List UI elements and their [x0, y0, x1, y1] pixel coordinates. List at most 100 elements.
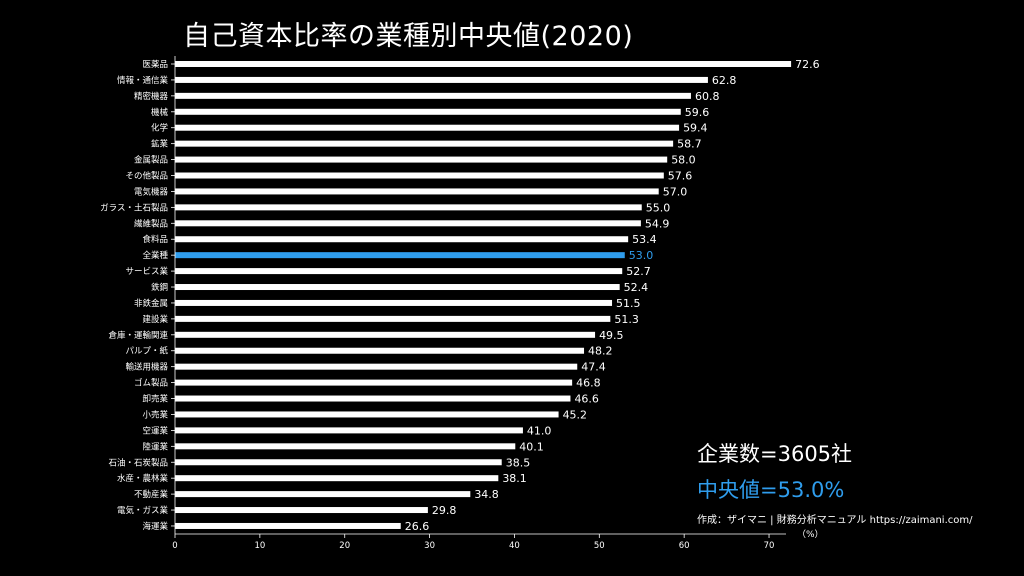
category-label: 空運業 — [142, 425, 168, 436]
category-label: パルプ・紙 — [125, 346, 168, 357]
bar — [175, 315, 611, 322]
category-label: 卸売業 — [142, 394, 168, 405]
bar — [175, 204, 642, 211]
value-label: 62.8 — [712, 74, 737, 87]
bar — [175, 427, 523, 434]
bar — [175, 92, 691, 99]
category-label: 海運業 — [142, 521, 168, 532]
category-label: 鉄鋼 — [151, 282, 168, 293]
category-label: 金属製品 — [134, 155, 168, 166]
category-label: 食料品 — [142, 234, 168, 245]
category-label: ゴム製品 — [134, 378, 168, 389]
category-label: 石油・石炭製品 — [108, 457, 168, 468]
bar — [175, 124, 680, 131]
x-tick-label: 0 — [172, 541, 177, 551]
bar — [175, 347, 585, 354]
x-axis-unit-label: （%） — [797, 530, 824, 540]
value-label: 59.6 — [685, 106, 710, 119]
x-tick-label: 60 — [679, 541, 690, 551]
bar — [175, 475, 499, 482]
value-label: 47.4 — [581, 361, 606, 374]
value-label: 40.1 — [519, 440, 544, 453]
bar — [175, 61, 792, 67]
category-label: その他製品 — [125, 171, 168, 182]
x-tick-label: 20 — [339, 541, 350, 551]
bar — [175, 236, 629, 243]
value-label: 48.2 — [588, 345, 613, 358]
bar-highlight — [175, 252, 625, 259]
category-label: 輸送用機器 — [125, 362, 168, 373]
value-label: 53.4 — [632, 233, 657, 246]
chart-title: 自己資本比率の業種別中央値(2020) — [183, 21, 634, 52]
value-label: 46.8 — [576, 377, 601, 390]
category-label: 精密機器 — [134, 91, 169, 102]
value-label: 57.6 — [668, 170, 693, 183]
category-label: 非鉄金属 — [134, 298, 168, 309]
value-label: 34.8 — [474, 488, 499, 501]
bar — [175, 268, 623, 275]
value-label: 26.6 — [405, 520, 430, 533]
value-label: 51.3 — [614, 313, 639, 326]
value-label: 46.6 — [574, 393, 599, 406]
value-label: 54.9 — [645, 217, 670, 230]
category-label: 機械 — [151, 107, 169, 118]
value-label: 55.0 — [646, 201, 671, 214]
category-label: 医薬品 — [142, 59, 168, 70]
category-label: 電気機器 — [134, 186, 169, 197]
category-label: 化学 — [151, 123, 169, 134]
category-label: 電気・ガス業 — [117, 505, 169, 516]
value-label: 49.5 — [599, 329, 624, 342]
bar — [175, 363, 578, 370]
bar — [175, 172, 664, 179]
value-label: 58.7 — [677, 138, 702, 151]
bar — [175, 284, 620, 291]
category-label: 繊維製品 — [134, 218, 168, 229]
bar — [175, 108, 681, 115]
category-label: 鉱業 — [151, 139, 169, 150]
value-label: 38.5 — [506, 456, 531, 469]
bar — [175, 299, 613, 306]
x-tick-label: 30 — [424, 541, 435, 551]
category-label: 陸運業 — [142, 441, 168, 452]
category-label: ガラス・土石製品 — [100, 202, 168, 213]
category-label: 小売業 — [142, 409, 168, 420]
value-label: 52.4 — [624, 281, 649, 294]
value-label: 60.8 — [695, 90, 720, 103]
x-tick-label: 10 — [254, 541, 265, 551]
category-label: 水産・農林業 — [117, 473, 169, 484]
value-label: 45.2 — [563, 408, 588, 421]
value-label: 53.0 — [629, 249, 654, 262]
bar — [175, 331, 596, 338]
category-label: サービス業 — [125, 266, 168, 277]
credit-text: 作成：ザイマニ | 財務分析マニュアル https://zaimani.com/ — [697, 515, 973, 526]
bar — [175, 140, 674, 147]
bar — [175, 491, 471, 498]
value-label: 51.5 — [616, 297, 641, 310]
bar — [175, 76, 708, 83]
median-label: 中央値=53.0% — [697, 478, 845, 502]
value-label: 58.0 — [671, 154, 696, 167]
bar — [175, 443, 516, 450]
value-label: 52.7 — [626, 265, 651, 278]
x-tick-label: 40 — [509, 541, 520, 551]
company-count-label: 企業数=3605社 — [697, 442, 853, 466]
bar — [175, 395, 571, 402]
category-label: 全業種 — [142, 250, 168, 261]
x-tick-label: 50 — [594, 541, 605, 551]
category-label: 倉庫・運輸関連 — [108, 330, 168, 341]
bar — [175, 188, 659, 195]
bar — [175, 220, 641, 227]
bar — [175, 379, 573, 386]
bar — [175, 507, 428, 514]
bar — [175, 156, 668, 163]
value-label: 72.6 — [795, 58, 820, 71]
bar — [175, 522, 401, 529]
category-label: 不動産業 — [134, 489, 169, 500]
bar — [175, 411, 559, 418]
value-label: 59.4 — [683, 122, 708, 135]
x-tick-label: 70 — [764, 541, 775, 551]
category-label: 建設業 — [142, 314, 168, 325]
value-label: 57.0 — [663, 185, 688, 198]
category-label: 情報・通信業 — [117, 75, 169, 86]
